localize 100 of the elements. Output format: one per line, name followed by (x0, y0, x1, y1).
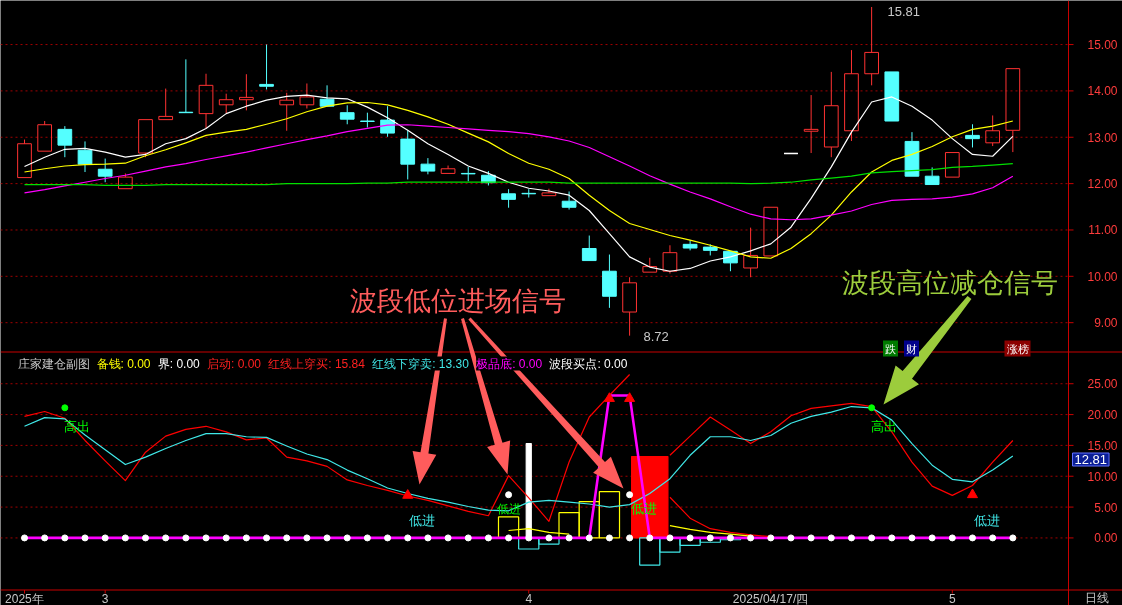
candlestick (561, 190, 577, 211)
candlestick (77, 140, 93, 173)
point (101, 534, 109, 542)
annotation: 低进 (408, 513, 435, 528)
point (222, 534, 230, 542)
point (263, 534, 271, 542)
annotation: 启动: 0.00 (206, 356, 262, 371)
y-tick-label: 15.00 (1087, 438, 1118, 453)
annotation: 15.81 (887, 4, 921, 19)
candlestick (823, 71, 839, 158)
point (303, 534, 311, 542)
annotation: 界: 0.00 (157, 356, 201, 371)
y-tick-label: 0.00 (1094, 531, 1118, 546)
point (343, 534, 351, 542)
annotation: 备钱: 0.00 (96, 356, 151, 371)
chart-title: 庄家建仓副图 (17, 356, 90, 371)
y-tick-label: 13.00 (1087, 130, 1118, 145)
x-tick-label: 5 (948, 592, 956, 605)
point (1009, 534, 1017, 542)
candlestick (602, 254, 617, 309)
y-tick-label: 5.00 (1094, 500, 1118, 515)
annotation: 极品底: 0.00 (475, 356, 543, 371)
x-tick-label: 3 (101, 592, 109, 605)
point (626, 491, 634, 499)
candlestick (420, 157, 436, 175)
point (41, 534, 49, 542)
y-tick-label: 11.00 (1088, 223, 1118, 238)
point (948, 534, 956, 542)
annotation: 涨榜 (1006, 342, 1029, 355)
y-tick-label: 25.00 (1087, 377, 1118, 392)
point (585, 534, 593, 542)
annotation: 财 (906, 342, 917, 355)
annotation: 波段买点: 0.00 (549, 356, 628, 371)
point (402, 489, 414, 499)
candlestick (803, 94, 819, 154)
point (162, 534, 170, 542)
point (989, 534, 997, 542)
point (646, 534, 654, 542)
point (787, 534, 795, 542)
point (182, 534, 190, 542)
point (847, 534, 855, 542)
point (868, 534, 876, 542)
candlestick (299, 82, 315, 110)
annotation: 红线上穿买: 15.84 (268, 356, 366, 371)
point (603, 392, 615, 402)
point (61, 404, 69, 412)
point (706, 534, 714, 542)
annotation: 红线下穿卖: 13.30 (372, 356, 470, 371)
point (384, 534, 392, 542)
candlestick (259, 44, 274, 91)
point (484, 534, 492, 542)
annotation: 波段低位进场信号 (349, 285, 566, 316)
point (525, 534, 533, 542)
point (121, 534, 129, 542)
y-tick-label: 10.00 (1087, 269, 1118, 284)
point (888, 534, 896, 542)
point (868, 404, 876, 412)
x-tick-label: 2025年 (5, 591, 44, 605)
y-tick-label: 12.00 (1087, 177, 1118, 192)
y-tick-label: 10.00 (1087, 469, 1118, 484)
point (928, 534, 936, 542)
x-tick-label: 4 (525, 592, 533, 605)
text: 12.81 (1074, 452, 1108, 467)
candlestick (783, 152, 799, 155)
point (666, 534, 674, 542)
annotation: 8.72 (643, 329, 669, 344)
candlestick (864, 6, 879, 86)
point (202, 534, 210, 542)
point (968, 534, 976, 542)
y-tick-label: 20.00 (1087, 408, 1118, 423)
point (624, 392, 636, 402)
candlestick (198, 73, 214, 129)
point (404, 534, 412, 542)
point (827, 534, 835, 542)
point (807, 534, 815, 542)
point (767, 534, 775, 542)
annotation: 跌 (885, 342, 896, 355)
y-tick-label: 9.00 (1094, 316, 1118, 331)
point (283, 534, 291, 542)
point (686, 534, 694, 542)
y-tick-label: 14.00 (1087, 84, 1118, 99)
text: 日线 (1084, 590, 1109, 605)
y-tick-label: 15.00 (1087, 38, 1118, 53)
point (966, 488, 978, 499)
point (565, 534, 573, 542)
point (545, 534, 553, 542)
point (242, 534, 250, 542)
candlestick (682, 239, 698, 251)
x-tick-label: 2025/04/17/四 (732, 591, 809, 605)
point (908, 534, 916, 542)
point (21, 534, 28, 542)
point (605, 534, 613, 542)
point (444, 534, 452, 542)
point (626, 534, 634, 542)
point (61, 534, 69, 542)
point (323, 534, 331, 542)
point (747, 534, 755, 542)
candlestick (662, 244, 678, 275)
point (142, 534, 150, 542)
point (505, 491, 513, 499)
